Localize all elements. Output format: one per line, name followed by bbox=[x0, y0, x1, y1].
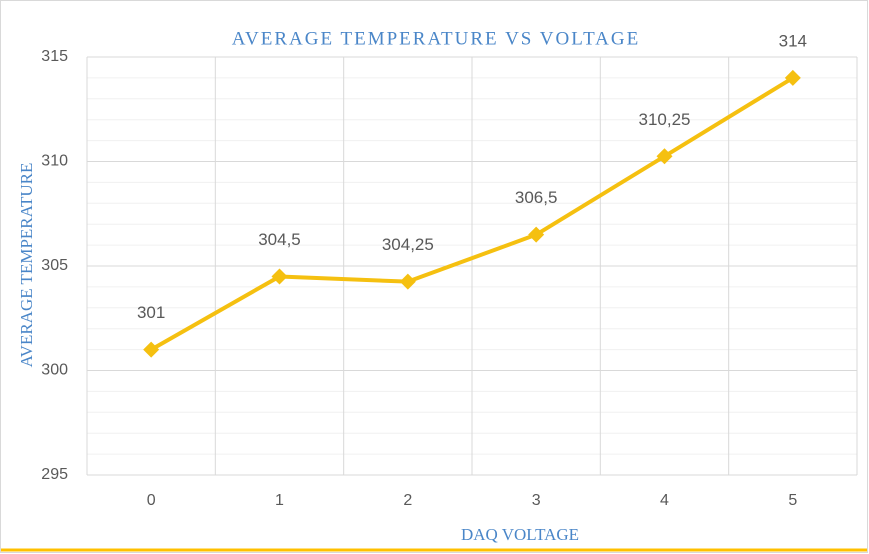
data-label: 306,5 bbox=[515, 188, 558, 207]
y-tick-label: 300 bbox=[41, 362, 68, 379]
marker bbox=[399, 273, 416, 290]
y-axis-label: AVERAGE TEMPERATURE bbox=[17, 163, 36, 368]
line bbox=[150, 76, 794, 352]
marker bbox=[528, 226, 545, 243]
y-tick-label: 315 bbox=[41, 48, 68, 65]
x-tick-label: 2 bbox=[403, 492, 412, 509]
data-label: 310,25 bbox=[639, 110, 691, 129]
data-label: 304,25 bbox=[382, 235, 434, 254]
chart-title: AVERAGE TEMPERATURE VS VOLTAGE bbox=[232, 28, 640, 49]
y-tick-label: 305 bbox=[41, 257, 68, 274]
x-tick-label: 3 bbox=[532, 492, 541, 509]
x-axis-label: DAQ VOLTAGE bbox=[461, 525, 579, 544]
y-tick-label: 310 bbox=[41, 153, 68, 170]
marker bbox=[143, 341, 160, 358]
marker bbox=[271, 268, 288, 285]
data-label: 314 bbox=[779, 31, 807, 50]
x-tick-label: 4 bbox=[660, 492, 669, 509]
data-label: 301 bbox=[137, 303, 165, 322]
y-tick-label: 295 bbox=[41, 466, 68, 483]
marker bbox=[656, 148, 673, 165]
x-tick-label: 5 bbox=[788, 492, 797, 509]
x-tick-label: 0 bbox=[147, 492, 156, 509]
data-label: 304,5 bbox=[258, 230, 301, 249]
marker bbox=[784, 69, 801, 86]
x-tick-label: 1 bbox=[275, 492, 284, 509]
